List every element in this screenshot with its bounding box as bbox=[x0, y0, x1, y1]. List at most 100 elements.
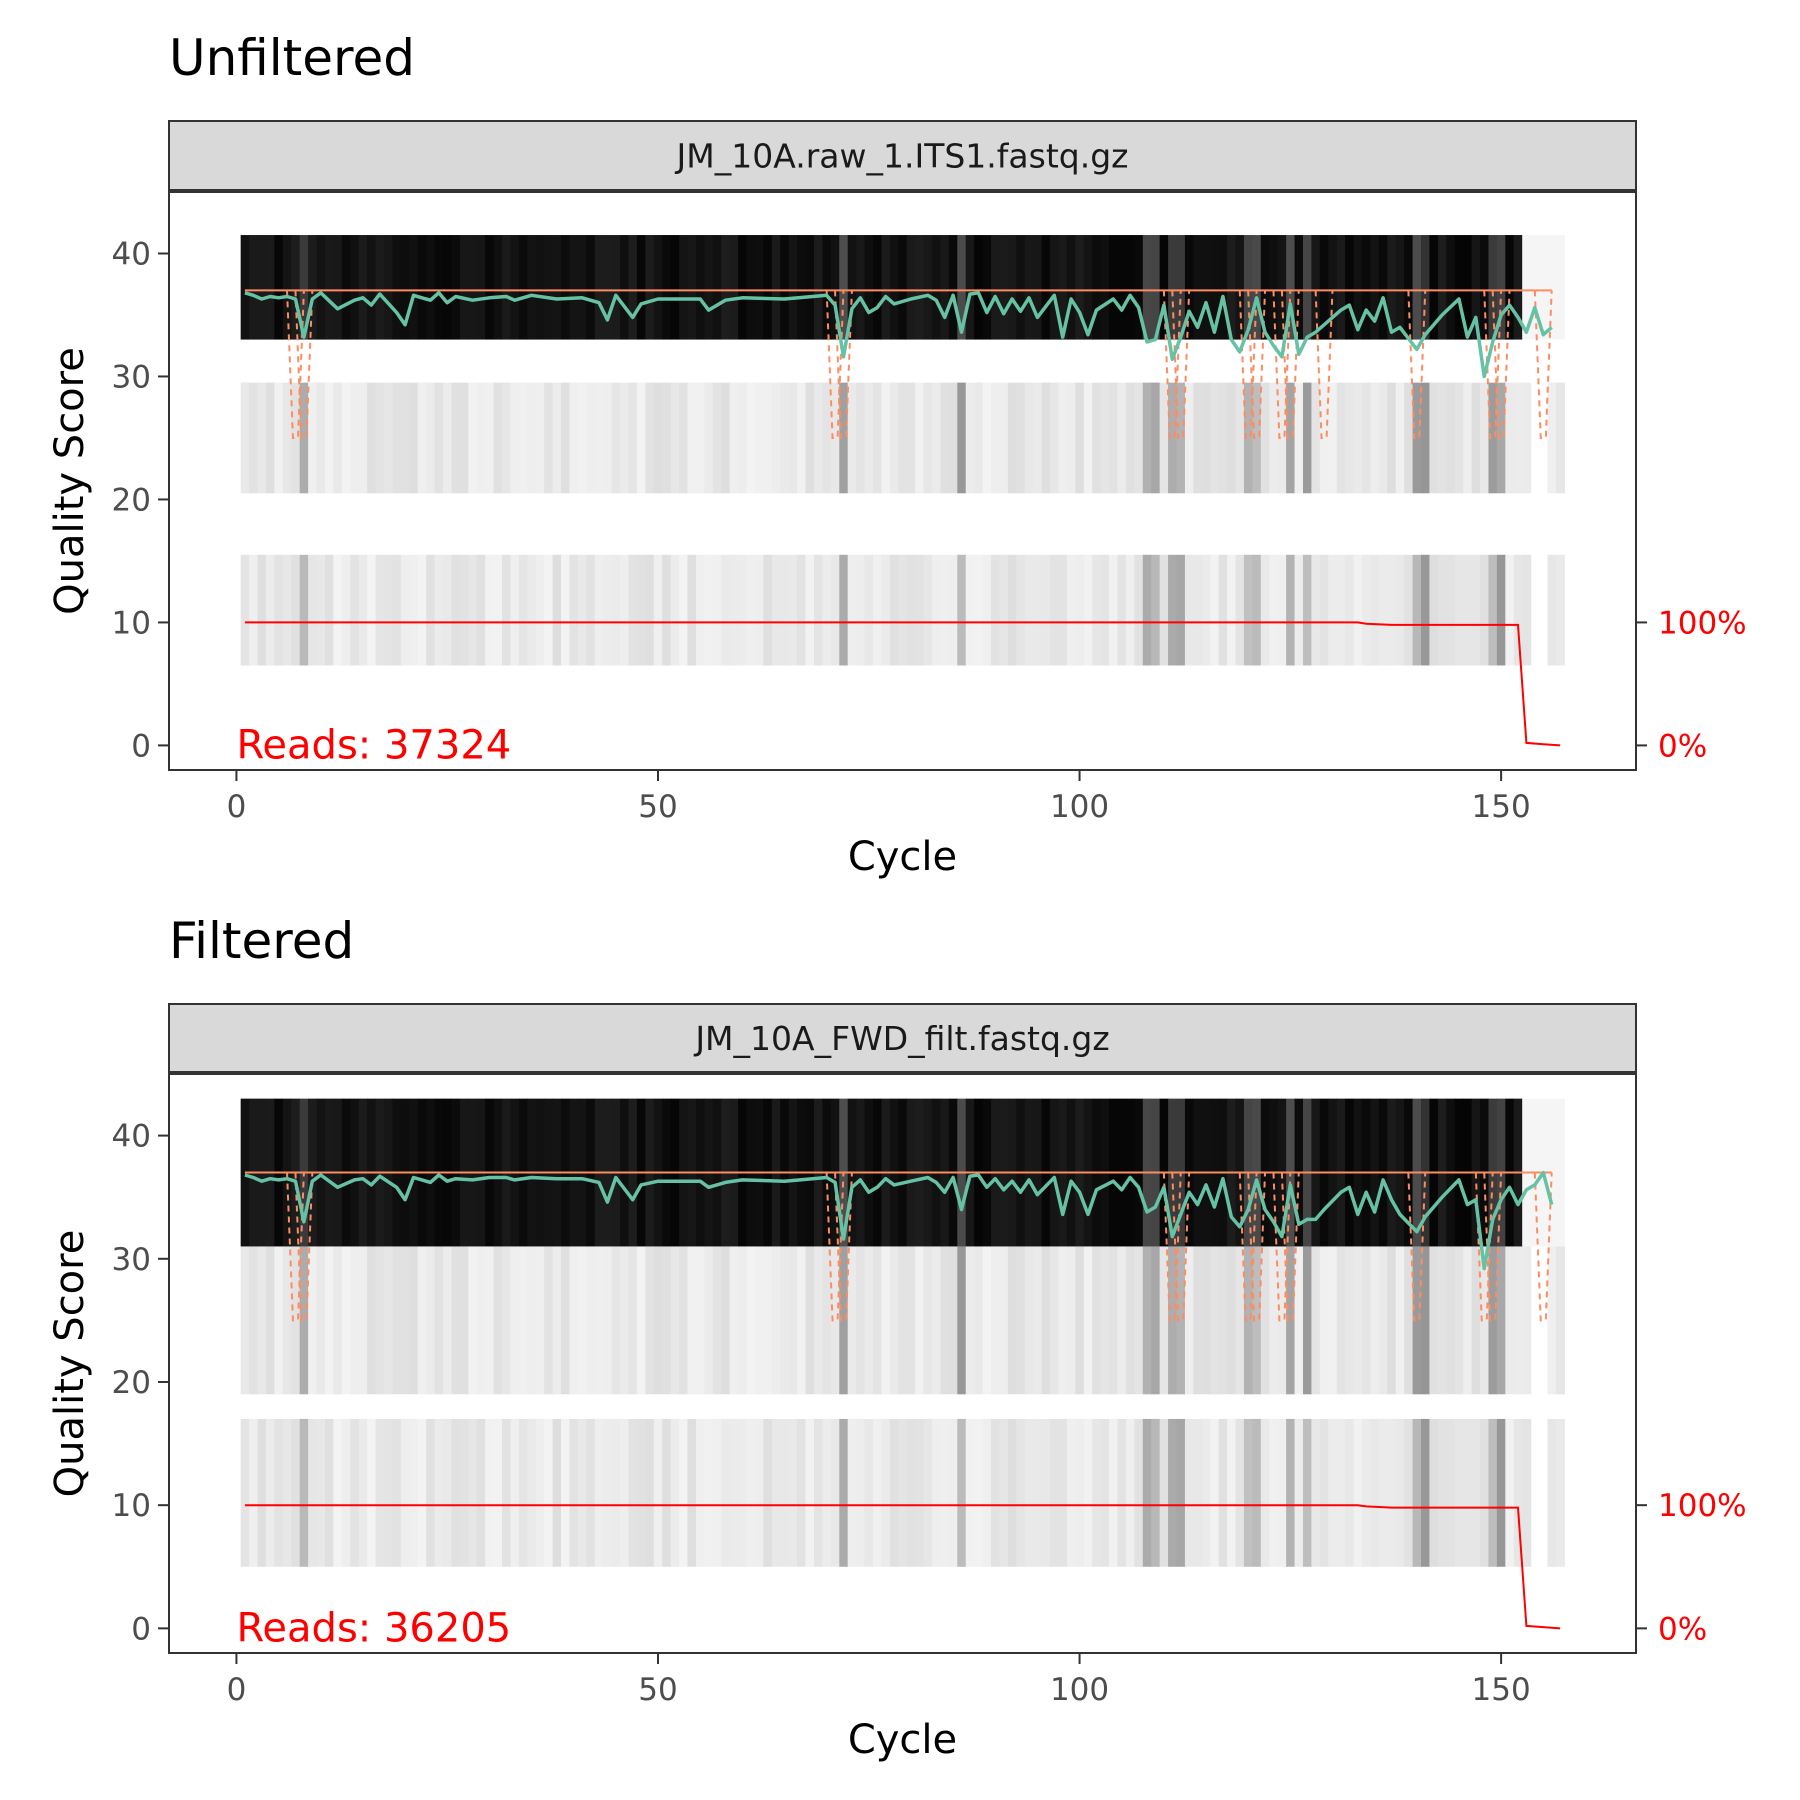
heatmap-cell bbox=[1117, 1246, 1127, 1395]
heatmap-cell bbox=[1235, 235, 1245, 340]
heatmap-cell bbox=[265, 554, 275, 666]
x-axis-title: Cycle bbox=[848, 1717, 957, 1763]
heatmap-cell bbox=[729, 1418, 739, 1567]
heatmap-cell bbox=[915, 235, 925, 340]
heatmap-cell bbox=[746, 554, 756, 666]
heatmap-cell bbox=[1471, 1418, 1481, 1567]
heatmap-cell bbox=[1294, 1418, 1304, 1567]
chart-title: Filtered bbox=[169, 912, 354, 970]
heatmap-cell bbox=[1016, 235, 1026, 340]
heatmap-cell bbox=[797, 554, 807, 666]
heatmap-cell bbox=[291, 1246, 301, 1395]
heatmap-cell bbox=[889, 382, 899, 494]
heatmap-cell bbox=[1007, 1246, 1017, 1395]
heatmap-cell bbox=[679, 235, 689, 340]
heatmap-cell bbox=[771, 1246, 781, 1395]
heatmap-cell bbox=[1033, 235, 1043, 340]
heatmap-cell bbox=[535, 235, 545, 340]
heatmap-cell bbox=[1395, 1246, 1405, 1395]
heatmap-cell bbox=[1361, 1246, 1372, 1395]
heatmap-cell bbox=[813, 382, 824, 494]
heatmap-cell bbox=[1151, 382, 1161, 494]
heatmap-cell bbox=[1058, 1246, 1068, 1395]
heatmap-cell bbox=[1378, 1418, 1388, 1567]
heatmap-cell bbox=[1480, 235, 1490, 340]
heatmap-cell bbox=[493, 235, 503, 340]
heatmap-cell bbox=[1235, 382, 1245, 494]
heatmap-cell bbox=[805, 554, 815, 666]
heatmap-cell bbox=[628, 1418, 638, 1567]
heatmap-cell bbox=[434, 235, 444, 340]
heatmap-cell bbox=[291, 554, 301, 666]
heatmap-cell bbox=[1260, 382, 1270, 494]
plot-border bbox=[168, 191, 1637, 771]
heatmap-cell bbox=[249, 1246, 259, 1395]
heatmap-cell bbox=[797, 1246, 807, 1395]
heatmap-cell bbox=[940, 235, 950, 340]
heatmap-cell bbox=[510, 554, 520, 666]
heatmap-cell bbox=[409, 235, 419, 340]
heatmap-cell bbox=[687, 1418, 697, 1567]
heatmap-cell bbox=[864, 554, 874, 666]
heatmap-cell bbox=[451, 1246, 461, 1395]
heatmap-cell bbox=[957, 1246, 967, 1395]
heatmap-cell bbox=[1328, 1246, 1338, 1395]
heatmap-cell bbox=[1134, 382, 1144, 494]
heatmap-cell bbox=[1235, 1418, 1245, 1567]
heatmap-cell bbox=[687, 382, 697, 494]
heatmap-cell bbox=[1117, 1418, 1127, 1567]
heatmap-cell bbox=[948, 1246, 958, 1395]
heatmap-cell bbox=[1404, 235, 1414, 340]
heatmap-cell bbox=[1227, 554, 1237, 666]
heatmap-cell bbox=[544, 1418, 554, 1567]
heatmap-cell bbox=[1395, 554, 1405, 666]
heatmap-cell bbox=[813, 235, 824, 340]
heatmap-cell bbox=[1159, 554, 1169, 666]
heatmap-cell bbox=[872, 382, 883, 494]
heatmap-cell bbox=[991, 382, 1001, 494]
heatmap-cell bbox=[695, 1246, 705, 1395]
heatmap-cell bbox=[510, 1246, 520, 1395]
heatmap-cell bbox=[1134, 235, 1144, 340]
heatmap-cell bbox=[1277, 554, 1287, 666]
heatmap-cell bbox=[561, 235, 571, 340]
heatmap-cell bbox=[780, 382, 790, 494]
heatmap-cell bbox=[1075, 554, 1085, 666]
heatmap-cell bbox=[265, 235, 275, 340]
heatmap-cell bbox=[1227, 235, 1237, 340]
heatmap-cell bbox=[518, 554, 528, 666]
heatmap-cell bbox=[544, 235, 554, 340]
heatmap-cell bbox=[1050, 382, 1060, 494]
heatmap-cell bbox=[1016, 382, 1026, 494]
heatmap-cell bbox=[923, 1246, 933, 1395]
heatmap-cell bbox=[1294, 554, 1304, 666]
y-tick-label: 40 bbox=[112, 1119, 151, 1155]
heatmap-cell bbox=[847, 1418, 857, 1567]
heatmap-cell bbox=[738, 382, 748, 494]
heatmap-cell bbox=[1488, 382, 1498, 494]
heatmap-cell bbox=[1513, 1418, 1523, 1567]
heatmap-cell bbox=[1033, 382, 1043, 494]
heatmap-cell bbox=[1555, 1098, 1565, 1247]
heatmap-cell bbox=[282, 235, 292, 340]
heatmap-cell bbox=[1260, 1246, 1270, 1395]
heatmap-cell bbox=[291, 235, 301, 340]
heatmap-cell bbox=[569, 1246, 579, 1395]
heatmap-cell bbox=[965, 554, 975, 666]
heatmap-cell bbox=[738, 235, 748, 340]
heatmap-cell bbox=[341, 1246, 351, 1395]
heatmap-cell bbox=[1134, 554, 1144, 666]
heatmap-cell bbox=[249, 554, 259, 666]
heatmap-cell bbox=[771, 235, 781, 340]
heatmap-cell bbox=[1243, 1418, 1253, 1567]
heatmap-cell bbox=[1446, 235, 1456, 340]
heatmap-cell bbox=[1227, 382, 1237, 494]
heatmap-cell bbox=[1075, 235, 1085, 340]
heatmap-cell bbox=[999, 554, 1009, 666]
heatmap-cell bbox=[1235, 554, 1245, 666]
heatmap-cell bbox=[552, 1418, 562, 1567]
heatmap-cell bbox=[367, 235, 377, 340]
heatmap-cell bbox=[1024, 1246, 1034, 1395]
x-tick-label: 100 bbox=[1050, 1672, 1109, 1708]
heatmap-cell bbox=[282, 1246, 292, 1395]
